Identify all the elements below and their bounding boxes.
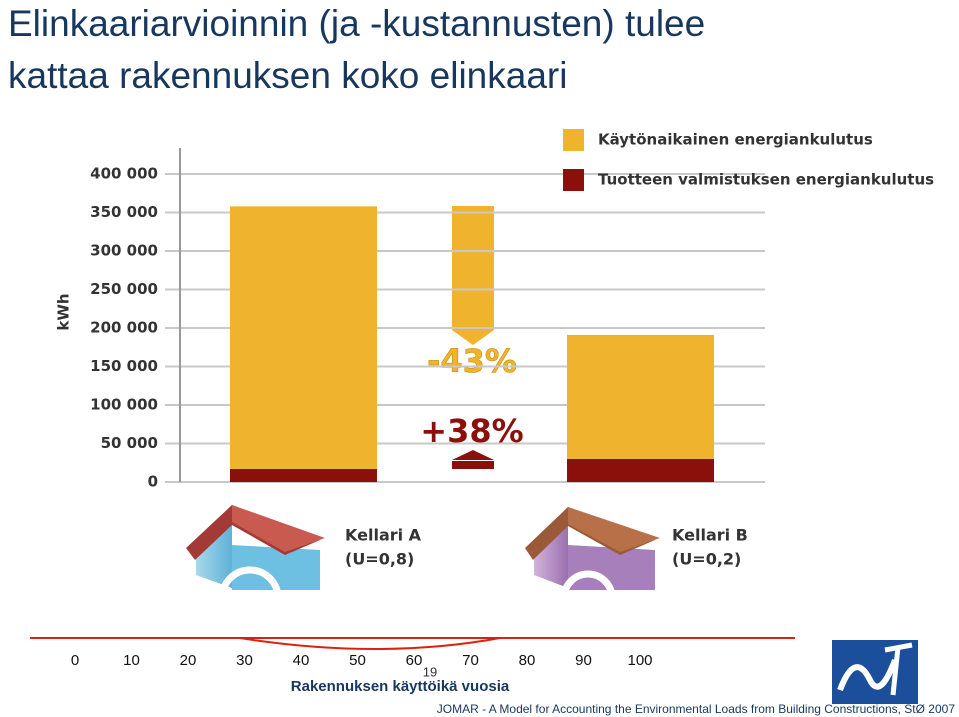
y-tick-label: 150 000 (90, 357, 158, 375)
increase-arrow (452, 450, 494, 469)
title-line: Elinkaariarvioinnin (ja -kustannusten) t… (8, 3, 705, 44)
legend-label: Käytönaikainen energiankulutus (598, 131, 873, 149)
x-tick-label: 30 (236, 652, 253, 669)
y-tick-label: 50 000 (101, 434, 158, 452)
y-tick-label: 350 000 (90, 203, 158, 221)
x-tick-label: 50 (349, 652, 366, 669)
y-tick-label: 400 000 (90, 165, 158, 183)
curve-fragment (239, 637, 501, 650)
x-tick-label: 20 (180, 652, 197, 669)
bar-segment (567, 458, 714, 482)
legend-label: Tuotteen valmistuksen energiankulutus (598, 171, 934, 189)
y-tick-label: 200 000 (90, 319, 158, 337)
category-sublabel: (U=0,2) (672, 550, 741, 569)
x-tick-label: 10 (123, 652, 140, 669)
house-b (525, 507, 660, 599)
house-a (186, 505, 325, 599)
y-axis-label: kWh (55, 293, 73, 330)
page-number: 19 (423, 664, 437, 679)
category-label: Kellari A (345, 526, 422, 545)
bar-segment (567, 334, 714, 459)
x-axis-label: Rakennuksen käyttöikä vuosia (291, 678, 510, 695)
y-tick-label: 0 (148, 473, 158, 491)
x-tick-label: 0 (71, 652, 79, 669)
x-tick-label: 70 (462, 652, 479, 669)
y-tick-label: 300 000 (90, 242, 158, 260)
annotation: -43% (427, 342, 517, 380)
category-label: Kellari B (672, 526, 748, 545)
x-tick-label: 80 (519, 652, 536, 669)
title-line: kattaa rakennuksen koko elinkaari (8, 55, 567, 96)
x-tick-label: 90 (575, 652, 592, 669)
y-tick-label: 100 000 (90, 396, 158, 414)
legend-swatch (563, 129, 584, 151)
footer: JOMAR - A Model for Accounting the Envir… (437, 702, 956, 716)
bar-segment (230, 468, 377, 482)
x-tick-label: 40 (293, 652, 310, 669)
legend-swatch (563, 169, 584, 191)
category-sublabel: (U=0,8) (345, 550, 414, 569)
x-tick-label: 60 (406, 652, 423, 669)
x-tick-label: 100 (627, 652, 652, 669)
y-tick-label: 250 000 (90, 280, 158, 298)
bar-segment (230, 206, 377, 469)
logo (832, 640, 918, 704)
reduction-arrow (452, 206, 494, 345)
